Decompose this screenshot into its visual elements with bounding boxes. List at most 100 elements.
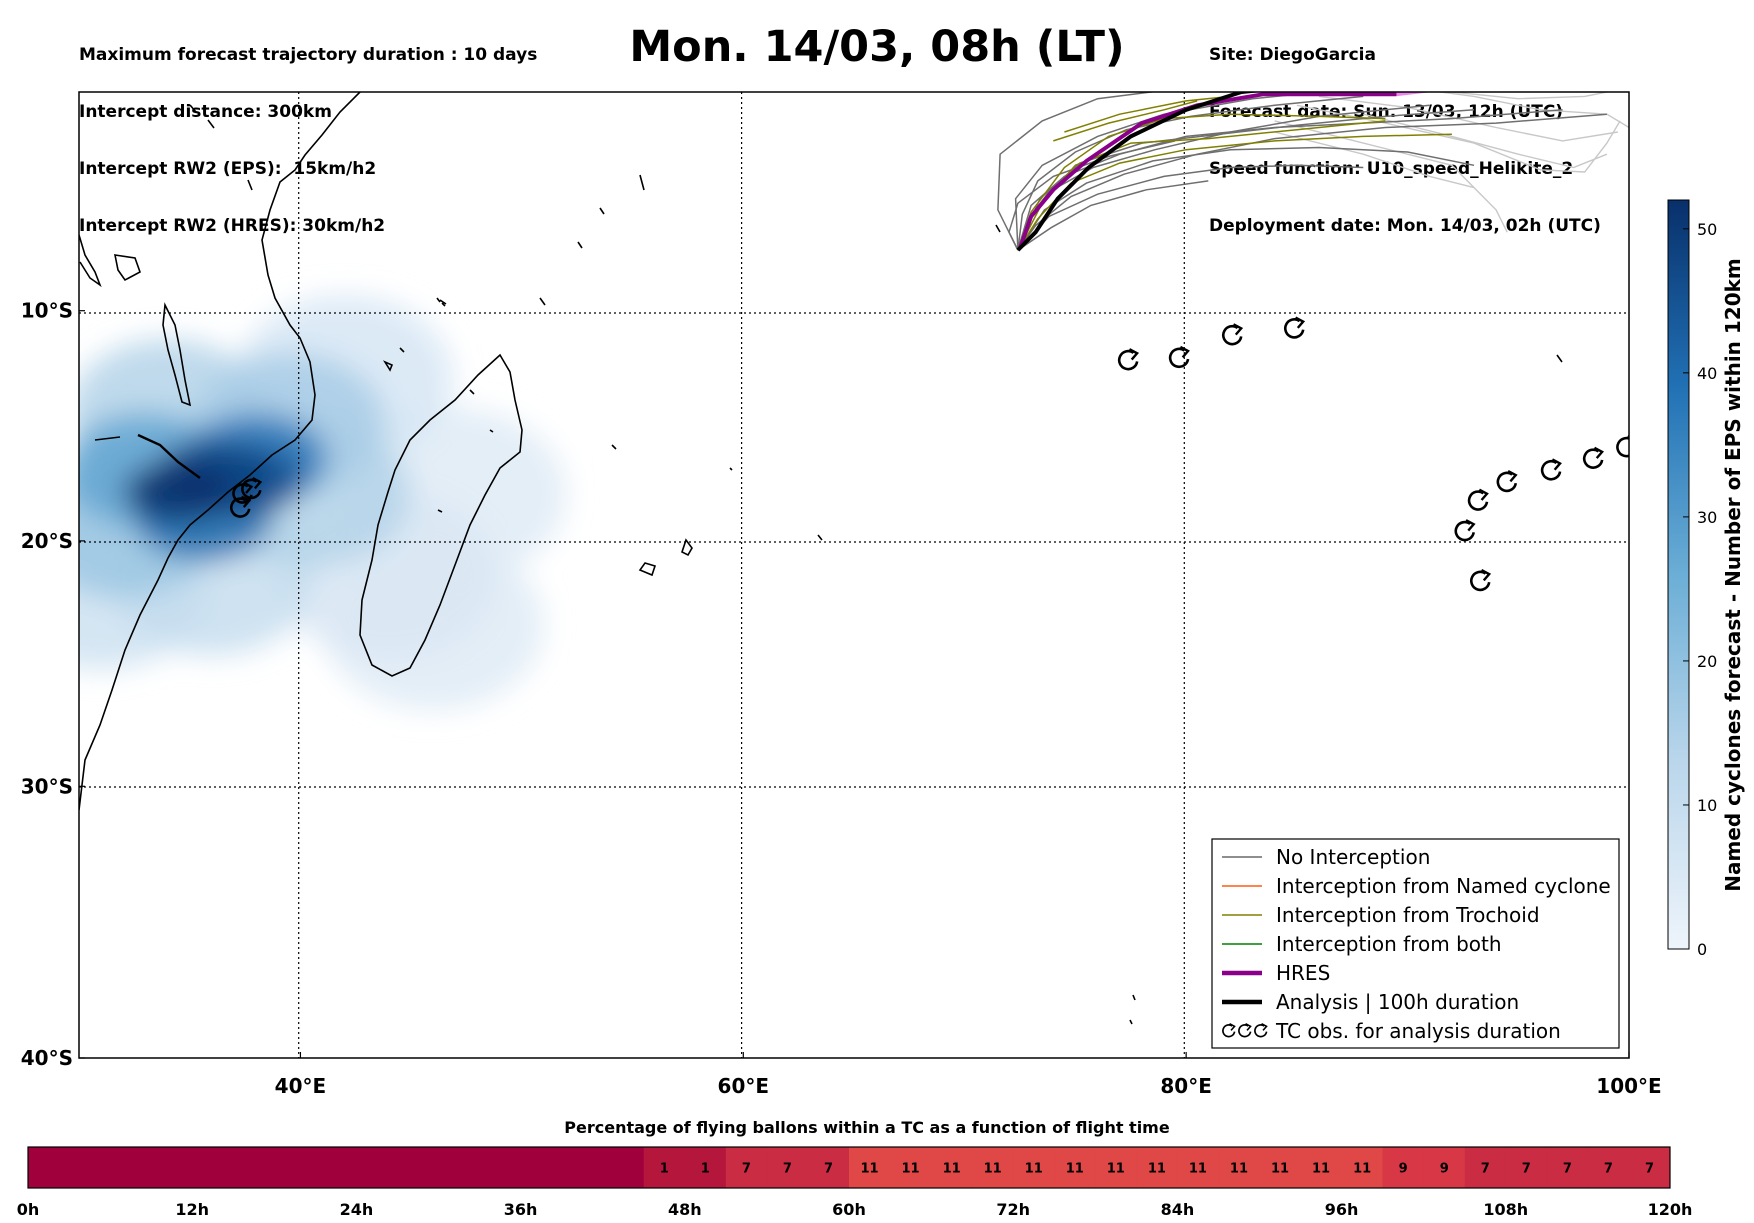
tc-obs-ring <box>1540 459 1562 481</box>
legend: No Interception Interception from Named c… <box>1211 838 1620 1049</box>
trajectory-no-interception <box>1017 95 1364 251</box>
strip-tick-label: 72h <box>996 1200 1030 1219</box>
strip-cell-label: 11 <box>902 1162 920 1177</box>
trajectory-no-interception <box>1017 180 1209 251</box>
tc-obs-ring <box>1469 570 1491 592</box>
legend-label: Analysis | 100h duration <box>1276 990 1519 1014</box>
tc-observation-marker <box>1168 345 1190 369</box>
x-axis: 40°E 60°E 80°E 100°E <box>275 1052 1662 1098</box>
header-left-line: Intercept RW2 (HRES): 30km/h2 <box>79 216 386 236</box>
tc-obs-arrow <box>243 481 254 494</box>
strip-cell <box>807 1147 850 1188</box>
colorbar-tick-label: 40 <box>1697 364 1717 383</box>
trajectory-no-interception <box>1008 140 1176 251</box>
strip-cell-label: 11 <box>1066 1162 1084 1177</box>
strip-frame <box>27 1146 1671 1189</box>
x-tick-label: 80°E <box>1160 1074 1212 1098</box>
strip-cell-label: 7 <box>1645 1162 1654 1177</box>
tc-obs-arrow <box>1261 1022 1268 1031</box>
strip-cell-label: 11 <box>943 1162 961 1177</box>
coastline-lake-tanganyika <box>79 234 102 288</box>
strip-cell <box>1505 1147 1548 1188</box>
strip-cell <box>1464 1147 1507 1188</box>
coastline-islands <box>189 104 1563 1025</box>
strip-cell <box>520 1147 563 1188</box>
tc-observation-marker <box>1582 446 1605 469</box>
tc-observation-marker <box>1496 469 1518 493</box>
strip-cell-label: 11 <box>860 1162 878 1177</box>
tc-obs-ring <box>229 497 251 518</box>
strip-cell-label: 1 <box>701 1162 710 1177</box>
density-field <box>79 295 566 710</box>
trajectory-eps-light <box>1274 120 1508 233</box>
strip-cell <box>397 1147 439 1188</box>
strip-cell-label: 7 <box>1481 1162 1490 1177</box>
strip-cell <box>766 1147 809 1188</box>
strip-axis: 0h 12h 24h 36h 48h 60h 72h 84h 96h 108h 120h <box>17 1200 1693 1219</box>
y-tick-label: 40°S <box>21 1046 73 1070</box>
tc-observations <box>229 316 1629 592</box>
x-tick-label: 100°E <box>1596 1074 1661 1098</box>
strip-cell <box>1177 1147 1219 1188</box>
legend-label: No Interception <box>1276 845 1430 869</box>
strip-cell <box>28 1147 70 1188</box>
trajectory-trochoid <box>1053 100 1198 142</box>
strip-tick-label: 60h <box>832 1200 866 1219</box>
coastline-lake-victoria <box>113 254 141 282</box>
tc-observation-marker <box>1469 568 1492 592</box>
coastline-madagascar <box>359 353 523 677</box>
strip-cell <box>972 1147 1014 1188</box>
tc-obs-arrow <box>1128 348 1140 361</box>
strip-cell <box>561 1147 604 1188</box>
colorbar-tick-label: 30 <box>1697 508 1717 527</box>
colorbar-tick-label: 10 <box>1697 796 1717 815</box>
strip-cell <box>1628 1147 1671 1188</box>
strip-title: Percentage of flying ballons within a TC… <box>564 1118 1170 1137</box>
header-left: Maximum forecast trajectory duration : 1… <box>79 8 537 255</box>
colorbar-tick-label: 50 <box>1697 220 1717 239</box>
tc-obs-arrow <box>1593 446 1605 459</box>
legend-label: HRES <box>1276 961 1330 985</box>
tc-obs-arrow <box>1229 1022 1236 1031</box>
strip-cell <box>931 1147 973 1188</box>
strip-cell <box>1546 1147 1589 1188</box>
strip-cell <box>151 1147 193 1188</box>
trajectory-eps-light <box>1435 92 1629 129</box>
header-left-line: Maximum forecast trajectory duration : 1… <box>79 45 538 65</box>
y-tick-label: 30°S <box>21 774 73 798</box>
strip-cell-label: 11 <box>1189 1162 1207 1177</box>
coastline-zambezi <box>94 436 121 441</box>
strip-cell <box>1095 1147 1137 1188</box>
trajectory-trochoid <box>1064 95 1231 133</box>
tc-obs-arrow <box>1507 469 1518 483</box>
strip-tick-label: 12h <box>175 1200 209 1219</box>
strip-cell <box>684 1147 727 1188</box>
y-tick-label: 10°S <box>21 299 73 323</box>
strip-cell-label: 7 <box>1563 1162 1572 1177</box>
tc-obs-ring <box>1582 448 1604 469</box>
flight-time-strip: 1 1 7 7 7 11 11 11 11 11 11 11 11 11 11 11 11 11 9 9 7 7 7 7 7 <box>28 1147 1671 1188</box>
colorbar-gradient <box>1667 199 1690 950</box>
strip-cell-label: 1 <box>660 1162 669 1177</box>
strip-cell-label: 9 <box>1399 1162 1408 1177</box>
strip-cell <box>1300 1147 1343 1188</box>
trajectory-no-interception <box>997 92 1158 251</box>
trajectory-no-interception <box>1014 92 1327 251</box>
tc-observation-marker <box>1283 316 1306 339</box>
strip-tick-label: 0h <box>17 1200 40 1219</box>
tc-observation-marker <box>1540 458 1562 481</box>
tc-obs-ring <box>1238 1024 1252 1038</box>
trajectory-analysis <box>1016 92 1262 252</box>
grid <box>79 92 1629 1058</box>
coastline-lake-malawi <box>162 302 192 407</box>
density-blur-group <box>79 295 566 710</box>
tc-observation-marker <box>1117 348 1140 371</box>
strip-cell-label: 7 <box>1604 1162 1613 1177</box>
tc-obs-ring <box>1117 349 1139 371</box>
strip-tick-label: 24h <box>340 1200 374 1219</box>
trajectory-eps-light <box>1274 131 1475 189</box>
strip-cell <box>192 1147 234 1188</box>
tc-observation-marker <box>1616 435 1629 458</box>
strip-cell <box>233 1147 275 1188</box>
